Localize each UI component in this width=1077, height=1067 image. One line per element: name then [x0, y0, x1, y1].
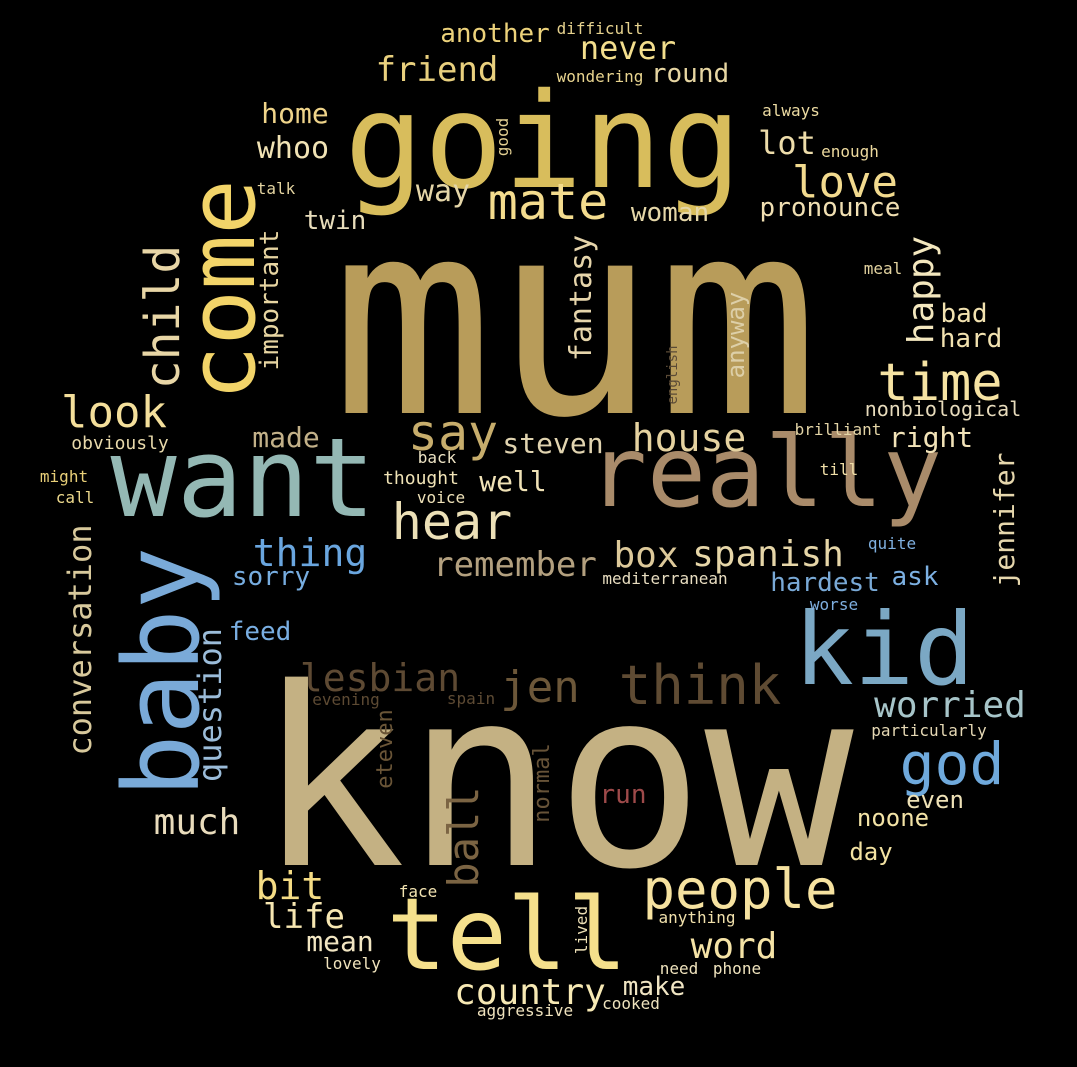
word-pronounce: pronounce [759, 193, 901, 223]
word-jen: jen [500, 662, 580, 713]
word-conversation: conversation [61, 524, 99, 756]
word-much: much [153, 802, 241, 843]
word-difficult: difficult [556, 19, 644, 38]
word-normal: normal [530, 743, 555, 823]
word-way: way [415, 174, 471, 209]
word-mean: mean [306, 925, 374, 958]
word-twin: twin [303, 206, 367, 236]
word-lovely: lovely [323, 954, 381, 973]
word-meal: meal [863, 259, 903, 278]
word-thing: thing [252, 531, 368, 575]
word-nonbiological: nonbiological [864, 397, 1022, 421]
word-wondering: wondering [556, 67, 644, 86]
word-remember: remember [433, 545, 597, 585]
word-hard: hard [939, 324, 1003, 354]
word-back: back [417, 448, 457, 467]
word-good: good [493, 117, 512, 157]
word-another: another [440, 19, 550, 49]
word-country: country [454, 972, 606, 1013]
word-worried: worried [874, 685, 1026, 726]
word-friend: friend [375, 50, 499, 90]
word-lot: lot [758, 124, 816, 162]
word-need: need [659, 959, 699, 978]
word-god: god [899, 730, 1005, 798]
word-really: really [587, 416, 943, 530]
word-love: love [792, 157, 898, 208]
word-happy: happy [901, 235, 942, 345]
word-anything: anything [658, 908, 736, 927]
word-jennifer: jennifer [988, 452, 1021, 588]
word-quite: quite [867, 534, 917, 553]
word-kid: kid [793, 591, 975, 708]
word-call: call [55, 488, 95, 507]
word-phone: phone [712, 959, 762, 978]
word-anyway: anyway [722, 291, 750, 379]
word-never: never [579, 29, 677, 67]
word-might: might [39, 467, 89, 486]
word-look: look [61, 387, 167, 438]
word-aggressive: aggressive [476, 1001, 574, 1020]
word-spanish: spanish [692, 534, 844, 575]
word-enough: enough [821, 142, 879, 161]
word-worse: worse [809, 595, 859, 614]
word-voice: voice [416, 488, 466, 507]
word-box: box [613, 535, 679, 576]
word-mediterranean: mediterranean [602, 569, 728, 588]
word-mum: mum [331, 162, 819, 477]
word-bit: bit [255, 864, 325, 908]
word-tell: tell [386, 876, 628, 993]
word-bad: bad [940, 299, 988, 329]
word-ask: ask [891, 562, 939, 592]
word-home: home [261, 97, 329, 130]
word-well: well [479, 465, 547, 498]
word-want: want [110, 414, 376, 542]
word-day: day [849, 838, 893, 866]
word-talk: talk [256, 179, 296, 198]
word-mate: mate [487, 173, 609, 231]
word-think: think [618, 654, 782, 717]
word-made: made [252, 421, 320, 454]
word-know: know [256, 636, 854, 924]
word-run: run [599, 780, 647, 810]
word-cooked: cooked [602, 994, 660, 1013]
word-whoo: whoo [256, 131, 330, 166]
word-life: life [263, 897, 345, 937]
word-say: say [407, 404, 499, 462]
word-face: face [398, 882, 438, 901]
word-going: going [344, 65, 742, 219]
word-thought: thought [383, 468, 459, 489]
word-woman: woman [630, 198, 710, 228]
word-right: right [888, 421, 974, 454]
word-steven: steven [502, 427, 604, 460]
word-house: house [631, 416, 747, 460]
word-spain: spain [446, 689, 496, 708]
word-question: question [191, 627, 229, 783]
word-word: word [690, 926, 778, 967]
word-lived: lived [572, 905, 591, 955]
word-always: always [762, 101, 820, 120]
word-sorry: sorry [231, 562, 311, 592]
word-till: till [819, 460, 859, 479]
word-child: child [135, 244, 191, 390]
word-people: people [642, 858, 838, 921]
word-brilliant: brilliant [794, 420, 882, 439]
word-evening: evening [312, 690, 380, 709]
word-obviously: obviously [71, 433, 169, 454]
word-noone: noone [856, 804, 930, 832]
word-even: even [906, 786, 964, 814]
word-fantasy: fantasy [564, 234, 599, 362]
word-round: round [650, 59, 730, 89]
word-english: english [665, 345, 681, 405]
word-hear: hear [391, 493, 513, 551]
word-important: important [255, 229, 285, 371]
word-make: make [622, 972, 686, 1002]
word-feed: feed [228, 617, 292, 647]
word-ball: ball [439, 786, 488, 888]
word-time: time [877, 353, 1003, 413]
word-hardest: hardest [770, 568, 880, 598]
word-eteven: eteven [373, 709, 398, 789]
word-lesbian: lesbian [299, 656, 461, 700]
word-particularly: particularly [871, 721, 987, 740]
